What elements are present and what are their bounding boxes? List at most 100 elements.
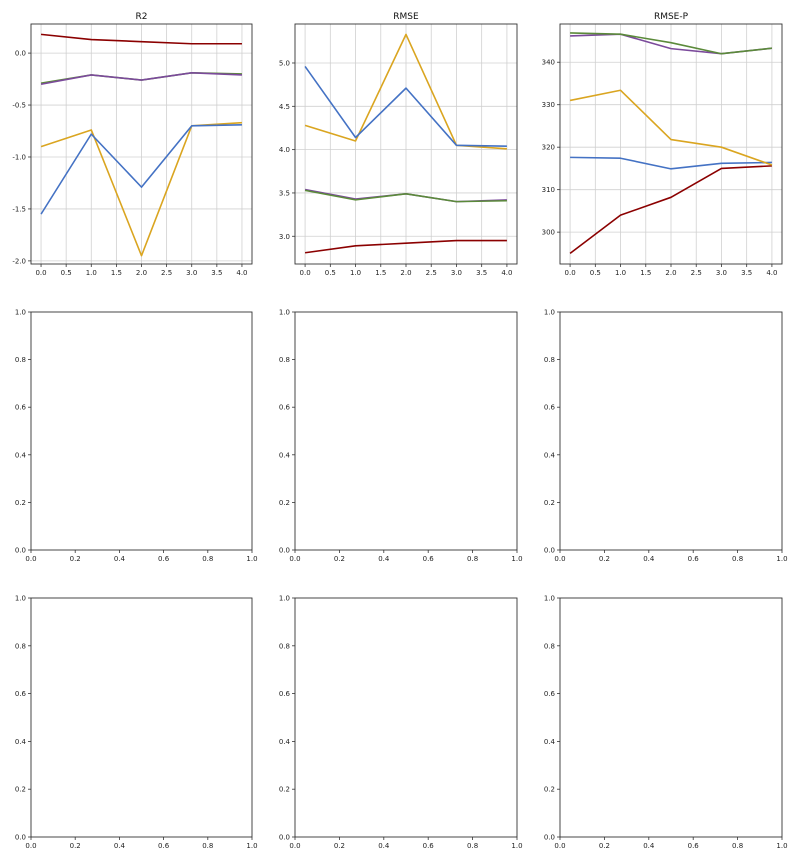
y-tick-label: 4.0 — [279, 146, 290, 154]
x-tick-label: 0.0 — [300, 269, 311, 277]
y-tick-label: 0.8 — [15, 356, 26, 364]
x-tick-label: 0.6 — [688, 842, 700, 850]
x-tick-label: 0.8 — [202, 842, 213, 850]
x-tick-label: 0.0 — [554, 842, 565, 850]
x-tick-label: 2.5 — [426, 269, 437, 277]
x-tick-label: 4.0 — [236, 269, 247, 277]
y-tick-label: 0.0 — [279, 547, 290, 555]
x-tick-label: 0.5 — [61, 269, 72, 277]
y-tick-label: 0.2 — [279, 786, 290, 794]
subplot-7: 0.0 0.2 0.4 0.6 0.8 1.0 0.0 0.2 0.4 0.6 0.8 1.0 — [15, 595, 258, 851]
y-tick-label: 0.6 — [15, 690, 27, 698]
x-tick-label: 0.0 — [25, 555, 36, 563]
x-tick-label: 1.0 — [615, 269, 626, 277]
x-tick-label: 0.8 — [467, 842, 478, 850]
series-line-5 — [40, 123, 242, 215]
y-tick-label: 1.0 — [544, 309, 555, 317]
x-tick-label: 1.0 — [246, 555, 257, 563]
y-tick-label: 0.0 — [15, 50, 26, 58]
series-line-2 — [570, 156, 772, 170]
subplot-8: 0.0 0.2 0.4 0.6 0.8 1.0 0.0 0.2 0.4 0.6 0.8 1.0 — [279, 595, 523, 851]
y-tick-label: 0.0 — [15, 547, 26, 555]
axes-frame — [30, 311, 253, 551]
x-tick-label: 0.6 — [688, 555, 700, 563]
x-tick-label: 0.4 — [643, 555, 655, 563]
x-tick-label: 4.0 — [766, 269, 777, 277]
y-tick-label: -1.0 — [12, 153, 26, 161]
x-tick-label: 1.0 — [511, 842, 522, 850]
subplot-1: 0.0 0.5 1.0 1.5 2.0 2.5 3.0 3.5 4.0 -2.0 -1.5 -1.0 -… — [12, 12, 253, 277]
y-tick-label: 320 — [542, 144, 555, 152]
y-tick-label: 340 — [542, 59, 555, 67]
y-tick-label: 330 — [542, 101, 555, 109]
y-tick-label: 0.2 — [544, 786, 555, 794]
y-tick-label: 0.6 — [279, 690, 291, 698]
y-tick-label: 0.2 — [279, 499, 290, 507]
series-line-1 — [569, 165, 772, 255]
x-tick-label: 0.0 — [25, 842, 36, 850]
x-tick-label: 0.8 — [202, 555, 213, 563]
y-tick-label: 0.6 — [544, 690, 556, 698]
x-tick-label: 0.4 — [378, 555, 390, 563]
x-tick-label: 0.8 — [732, 555, 743, 563]
y-tick-label: 0.8 — [544, 642, 555, 650]
subplot-9: 0.0 0.2 0.4 0.6 0.8 1.0 0.0 0.2 0.4 0.6 0.8 1.0 — [544, 595, 788, 851]
y-tick-label: 1.0 — [544, 595, 555, 603]
axes-frame — [30, 597, 253, 838]
y-tick-label: 0.4 — [15, 451, 27, 459]
x-tick-label: 0.4 — [643, 842, 655, 850]
y-tick-label: 3.0 — [279, 233, 290, 241]
series-line-1 — [40, 33, 242, 45]
x-tick-label: 0.8 — [467, 555, 478, 563]
x-tick-label: 0.6 — [158, 842, 170, 850]
y-tick-label: 1.0 — [279, 595, 290, 603]
x-tick-label: 0.2 — [334, 555, 345, 563]
subplot-6: 0.0 0.2 0.4 0.6 0.8 1.0 0.0 0.2 0.4 0.6 0.8 1.0 — [544, 309, 788, 564]
y-tick-label: 0.4 — [544, 451, 556, 459]
x-tick-label: 0.6 — [423, 555, 435, 563]
series-line-5 — [304, 65, 507, 147]
y-tick-label: 0.0 — [544, 834, 555, 842]
x-tick-label: 0.2 — [70, 555, 81, 563]
x-tick-label: 1.0 — [776, 842, 787, 850]
x-tick-label: 3.5 — [211, 269, 222, 277]
series-line-3 — [40, 72, 242, 86]
y-tick-label: 0.4 — [279, 451, 291, 459]
x-tick-label: 3.5 — [476, 269, 487, 277]
x-tick-label: 0.4 — [114, 842, 126, 850]
y-tick-label: 0.6 — [544, 404, 556, 412]
y-tick-label: 0.8 — [544, 356, 555, 364]
y-tick-label: 0.8 — [279, 356, 290, 364]
x-tick-label: 0.6 — [158, 555, 170, 563]
x-tick-label: 0.8 — [732, 842, 743, 850]
y-tick-label: 0.4 — [15, 738, 27, 746]
x-tick-label: 4.0 — [501, 269, 512, 277]
x-tick-label: 2.5 — [161, 269, 172, 277]
y-tick-label: -1.5 — [12, 205, 26, 213]
series-line-3 — [569, 89, 773, 166]
y-tick-label: 0.8 — [279, 642, 290, 650]
y-tick-label: 0.2 — [15, 499, 26, 507]
x-tick-label: 1.0 — [776, 555, 787, 563]
x-tick-label: 0.2 — [599, 555, 610, 563]
y-tick-label: -0.5 — [12, 102, 26, 110]
x-tick-label: 1.0 — [86, 269, 97, 277]
subplot-title: RMSE — [393, 12, 419, 22]
y-tick-label: 0.6 — [279, 404, 291, 412]
x-tick-label: 1.5 — [640, 269, 651, 277]
x-tick-label: 0.6 — [423, 842, 435, 850]
x-tick-label: 2.0 — [136, 269, 147, 277]
x-tick-label: 1.0 — [511, 555, 522, 563]
y-tick-label: 5.0 — [279, 59, 290, 67]
x-tick-label: 0.2 — [599, 842, 610, 850]
series-line-5 — [570, 32, 772, 55]
x-tick-label: 0.2 — [70, 842, 81, 850]
subplot-3: 0.0 0.5 1.0 1.5 2.0 2.5 3.0 3.5 4.0 300 310 320 330 3… — [542, 12, 783, 277]
subplot-title: R2 — [136, 12, 148, 22]
x-tick-label: 1.0 — [246, 842, 257, 850]
x-tick-label: 0.0 — [289, 842, 300, 850]
x-tick-label: 3.0 — [716, 269, 727, 277]
y-tick-label: 1.0 — [15, 595, 26, 603]
y-tick-label: 0.2 — [544, 499, 555, 507]
